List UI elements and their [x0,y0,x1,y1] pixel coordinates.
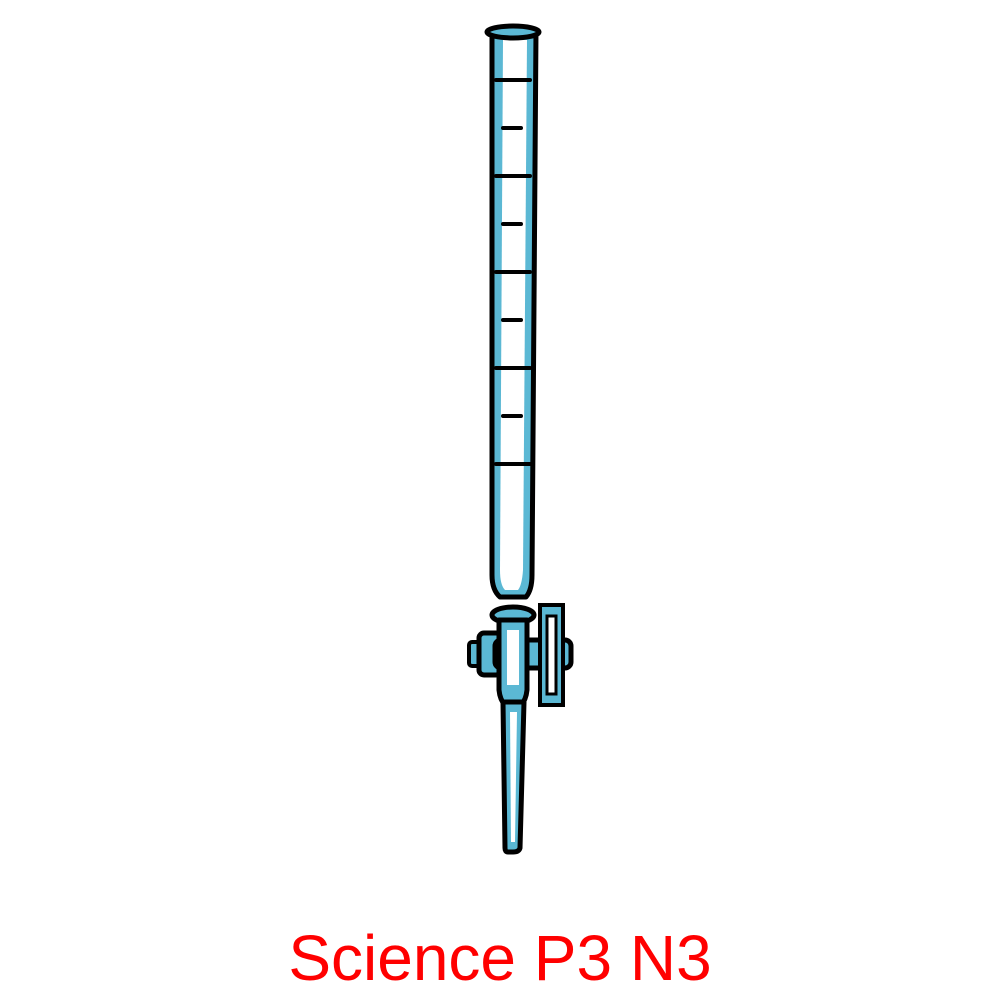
burette-tube [489,27,539,600]
figure-caption: Science P3 N3 [288,922,712,994]
graduation-marks [494,78,532,466]
burette-delivery-tip [500,699,527,855]
stopcock-body [496,617,530,708]
stopcock-handle [538,603,565,707]
burette-top-lip [484,23,542,41]
